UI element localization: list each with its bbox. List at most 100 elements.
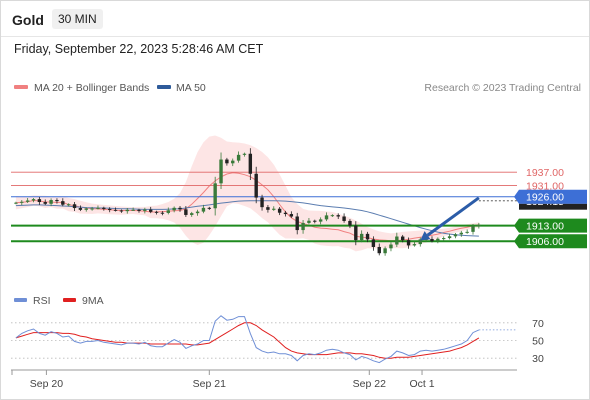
forecast-arrow-shaft bbox=[426, 196, 480, 237]
candle-62 bbox=[377, 243, 381, 256]
candle-45 bbox=[277, 207, 282, 216]
candle-52 bbox=[318, 217, 323, 225]
candle-47 bbox=[289, 211, 294, 218]
candle-4 bbox=[37, 197, 42, 205]
chart-datetime: Friday, September 22, 2023 5:28:46 AM CE… bbox=[14, 42, 264, 56]
candle-51 bbox=[313, 219, 317, 224]
candle-35 bbox=[219, 152, 223, 189]
time-axis-label-0: Sep 20 bbox=[30, 378, 63, 390]
chart-credit: Research © 2023 Trading Central bbox=[424, 82, 581, 94]
candle-28 bbox=[178, 205, 182, 212]
candle-78 bbox=[471, 224, 475, 235]
candle-56 bbox=[342, 213, 346, 223]
candle-16 bbox=[107, 207, 112, 213]
legend-swatch-rsi bbox=[14, 298, 27, 302]
candle-64 bbox=[389, 242, 393, 252]
candle-75 bbox=[453, 233, 458, 239]
level-tag-1906.00 bbox=[514, 234, 587, 249]
level-label-1937.00: 1937.00 bbox=[526, 167, 564, 179]
candle-68 bbox=[412, 241, 417, 247]
candle-77 bbox=[465, 229, 469, 234]
candle-55 bbox=[336, 213, 340, 219]
candle-50 bbox=[307, 218, 311, 225]
candle-42 bbox=[260, 194, 264, 211]
candle-5 bbox=[43, 199, 47, 206]
candle-67 bbox=[406, 237, 411, 249]
candle-37 bbox=[231, 158, 235, 167]
candle-20 bbox=[131, 207, 135, 211]
candle-17 bbox=[113, 207, 118, 212]
candle-46 bbox=[283, 210, 288, 217]
candle-66 bbox=[400, 234, 405, 243]
timeframe-badge[interactable]: 30 MIN bbox=[52, 9, 103, 29]
candle-74 bbox=[447, 233, 452, 240]
current-price-tag bbox=[519, 203, 587, 210]
candle-49 bbox=[301, 219, 305, 234]
candle-7 bbox=[55, 198, 59, 204]
candle-13 bbox=[90, 206, 94, 211]
candle-15 bbox=[102, 206, 106, 211]
level-tag-1913.00 bbox=[514, 218, 587, 233]
candle-1 bbox=[20, 200, 24, 206]
candle-41 bbox=[254, 166, 258, 204]
chart-header: Gold 30 MIN bbox=[1, 1, 589, 37]
candle-61 bbox=[371, 236, 376, 251]
candle-24 bbox=[154, 210, 159, 215]
time-axis-label-1: Sep 21 bbox=[193, 378, 226, 390]
candle-58 bbox=[354, 221, 358, 246]
candle-11 bbox=[78, 205, 83, 212]
legend-swatch-ma20 bbox=[14, 85, 28, 89]
forecast-arrow-layer bbox=[420, 196, 480, 241]
legend-swatch-9ma bbox=[63, 298, 76, 302]
rsi-line bbox=[15, 315, 480, 364]
level-label-1931.00: 1931.00 bbox=[526, 181, 564, 193]
candle-40 bbox=[248, 148, 253, 180]
rsi-panel: 30 50 70 bbox=[11, 315, 544, 365]
candle-10 bbox=[72, 201, 77, 212]
candle-30 bbox=[190, 211, 194, 217]
candle-27 bbox=[172, 206, 176, 213]
candle-48 bbox=[295, 212, 299, 235]
candle-26 bbox=[166, 207, 170, 215]
candle-39 bbox=[242, 152, 247, 157]
rsi-tick-70: 70 bbox=[532, 318, 544, 330]
rsi-9ma-line bbox=[15, 322, 480, 359]
candle-60 bbox=[365, 231, 370, 243]
bollinger-band-layer bbox=[15, 135, 479, 252]
candle-8 bbox=[61, 198, 65, 207]
legend-label-rsi: RSI bbox=[33, 295, 51, 307]
candle-0 bbox=[14, 201, 18, 205]
candle-53 bbox=[324, 212, 329, 222]
rsi-tick-30: 30 bbox=[532, 353, 544, 365]
candle-73 bbox=[442, 236, 446, 242]
candles-layer bbox=[14, 148, 481, 256]
candle-22 bbox=[143, 207, 147, 214]
candle-65 bbox=[395, 232, 399, 248]
candle-23 bbox=[149, 206, 153, 214]
candle-19 bbox=[125, 207, 129, 214]
candle-31 bbox=[195, 209, 200, 216]
candle-79 bbox=[477, 222, 481, 229]
level-tag-1926.00 bbox=[514, 189, 587, 204]
legend-label-ma20: MA 20 + Bollinger Bands bbox=[34, 82, 149, 94]
time-axis: Sep 20 Sep 21 Sep 22 Oct 1 bbox=[11, 369, 517, 390]
candle-21 bbox=[137, 208, 141, 213]
legend-label-ma50: MA 50 bbox=[176, 82, 206, 94]
level-label-1926.00: 1926.00 bbox=[526, 192, 564, 204]
candle-2 bbox=[25, 197, 30, 203]
candle-71 bbox=[430, 236, 434, 243]
candle-54 bbox=[330, 214, 335, 217]
legend-label-9ma: 9MA bbox=[82, 295, 104, 307]
time-axis-label-3: Oct 1 bbox=[409, 378, 434, 390]
forecast-arrow-head bbox=[420, 231, 431, 241]
time-axis-label-2: Sep 22 bbox=[353, 378, 386, 390]
level-label-1913.00: 1913.00 bbox=[526, 221, 564, 233]
candle-18 bbox=[119, 209, 124, 213]
candle-12 bbox=[84, 207, 88, 212]
candle-43 bbox=[266, 205, 270, 213]
header-divider bbox=[1, 36, 589, 37]
candle-59 bbox=[359, 230, 364, 243]
candle-38 bbox=[236, 151, 241, 163]
candle-25 bbox=[160, 211, 165, 216]
candle-36 bbox=[225, 157, 229, 166]
